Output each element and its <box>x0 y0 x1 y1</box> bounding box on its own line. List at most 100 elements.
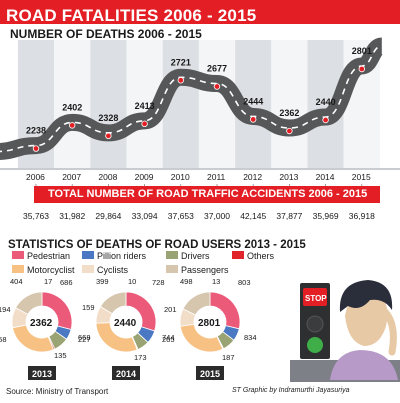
donut-2014-year-box <box>112 366 140 380</box>
year-label-2012: 2012 <box>243 172 262 182</box>
donut-2014-value-drivers: 159 <box>82 303 95 312</box>
donut-2015-value-passengers: 498 <box>180 277 193 286</box>
donut-2014-slice-passengers <box>99 291 127 315</box>
deaths-label-2010: 2721 <box>171 57 191 67</box>
donut-2013-value-others: 17 <box>44 277 52 286</box>
deaths-point-2015 <box>358 65 365 73</box>
donut-2013-year: 2013 <box>32 369 52 379</box>
donut-2014-total: 2440 <box>114 318 137 329</box>
accidents-banner <box>34 186 380 203</box>
legend-label-others: Others <box>247 251 275 261</box>
deaths-chart-title: NUMBER OF DEATHS 2006 - 2015 <box>10 27 202 41</box>
year-axis-line <box>0 168 400 170</box>
stats-title: STATISTICS OF DEATHS OF ROAD USERS 2013 … <box>8 239 306 251</box>
donut-2015-value-cyclists: 265 <box>162 335 175 344</box>
person-shirt <box>330 350 398 380</box>
accidents-label-2009: 33,094 <box>132 211 158 221</box>
deaths-point-2013 <box>286 127 293 135</box>
donut-2013-year-box <box>28 366 56 380</box>
accidents-label-2008: 29,864 <box>95 211 121 221</box>
legend-label-pedestrian: Pedestrian <box>27 251 70 261</box>
donut-2013-value-passengers: 404 <box>10 277 23 286</box>
year-label-2009: 2009 <box>135 172 154 182</box>
deaths-point-2007 <box>68 122 76 129</box>
donut-2013-value-motorcyclist: 668 <box>78 333 91 342</box>
donut-2013-value-cyclists: 258 <box>0 335 7 344</box>
year-label-2008: 2008 <box>98 172 117 182</box>
donut-2013-value-pillion-riders: 135 <box>54 351 67 360</box>
deaths-label-2008: 2328 <box>98 113 118 123</box>
deaths-label-2014: 2440 <box>316 97 336 107</box>
legend-swatch-cyclists <box>82 265 94 273</box>
year-label-2014: 2014 <box>316 172 335 182</box>
signal-light-red <box>306 315 324 333</box>
stop-sign-text: STOP <box>305 294 327 303</box>
deaths-point-2014 <box>322 116 329 124</box>
donut-2013-value-drivers: 194 <box>0 305 11 314</box>
legend-swatch-pillion-riders <box>82 251 94 259</box>
legend-swatch-others <box>232 251 244 259</box>
grid-band-2013 <box>271 40 308 168</box>
person-arm <box>374 302 397 356</box>
donut-2013-value-pedestrian: 686 <box>60 278 73 287</box>
accidents-label-2015: 36,918 <box>349 211 375 221</box>
deaths-label-2015: 2801 <box>352 46 372 56</box>
donut-2013-slice-passengers <box>15 291 43 315</box>
graphic-credit: ST Graphic by Indramurthi Jayasuriya <box>232 387 350 394</box>
donut-2013-total: 2362 <box>30 318 53 329</box>
accidents-label-2006: 35,763 <box>23 211 49 221</box>
legend-label-pillion-riders: Pillion riders <box>97 251 147 261</box>
year-label-2013: 2013 <box>279 172 298 182</box>
accidents-label-2007: 31,982 <box>59 211 85 221</box>
legend-swatch-motorcyclist <box>12 265 24 273</box>
legend-label-drivers: Drivers <box>181 251 210 261</box>
donut-2014-value-passengers: 399 <box>96 277 109 286</box>
donut-2015-value-pillion-riders: 187 <box>222 353 235 362</box>
accidents-label-2012: 42,145 <box>240 211 266 221</box>
donut-2013-hole <box>27 307 57 337</box>
donut-2014-value-others: 10 <box>128 277 136 286</box>
legend-swatch-pedestrian <box>12 251 24 259</box>
donut-2014-value-pillion-riders: 173 <box>134 353 147 362</box>
year-label-2015: 2015 <box>352 172 371 182</box>
donut-2015-year-box <box>196 366 224 380</box>
person-hair <box>339 280 393 312</box>
year-label-2010: 2010 <box>171 172 190 182</box>
accidents-banner-label: TOTAL NUMBER OF ROAD TRAFFIC ACCIDENTS 2… <box>48 188 368 200</box>
signal-light-green <box>307 337 323 353</box>
accidents-label-2014: 35,969 <box>313 211 339 221</box>
deaths-point-2006 <box>32 145 40 152</box>
donut-2014-value-pedestrian: 728 <box>152 278 165 287</box>
deaths-label-2013: 2362 <box>279 108 299 118</box>
legend-swatch-drivers <box>166 251 178 259</box>
stop-sign-panel <box>303 288 327 306</box>
donut-2015-year: 2015 <box>200 369 220 379</box>
page-title: ROAD FATALITIES 2006 - 2015 <box>6 6 257 25</box>
deaths-point-2010 <box>177 77 184 84</box>
legend-swatch-passengers <box>166 265 178 273</box>
deaths-label-2006: 2238 <box>26 126 46 136</box>
donut-2015-value-others: 13 <box>212 277 220 286</box>
grid-band-2007 <box>54 40 91 168</box>
legend-label-cyclists: Cyclists <box>97 265 128 275</box>
deaths-point-2008 <box>105 132 112 140</box>
accidents-label-2011: 37,000 <box>204 211 230 221</box>
year-label-2006: 2006 <box>26 172 45 182</box>
road-centre-dashes <box>0 45 382 153</box>
accidents-label-2010: 37,653 <box>168 211 194 221</box>
deaths-point-2009 <box>141 120 148 128</box>
donut-2015-value-pedestrian: 803 <box>238 278 251 287</box>
donut-2015-total: 2801 <box>198 318 221 329</box>
year-label-2011: 2011 <box>207 172 226 182</box>
donut-2015-value-drivers: 201 <box>164 305 177 314</box>
deaths-label-2007: 2402 <box>62 102 82 112</box>
legend-label-passengers: Passengers <box>181 265 229 275</box>
legend-label-motorcyclist: Motorcyclist <box>27 265 75 275</box>
donut-2015-value-motorcyclist: 834 <box>244 333 257 342</box>
year-label-2007: 2007 <box>62 172 81 182</box>
deaths-label-2012: 2444 <box>243 96 263 106</box>
donut-2014-value-motorcyclist: 744 <box>162 333 175 342</box>
accidents-label-2013: 37,877 <box>276 211 302 221</box>
